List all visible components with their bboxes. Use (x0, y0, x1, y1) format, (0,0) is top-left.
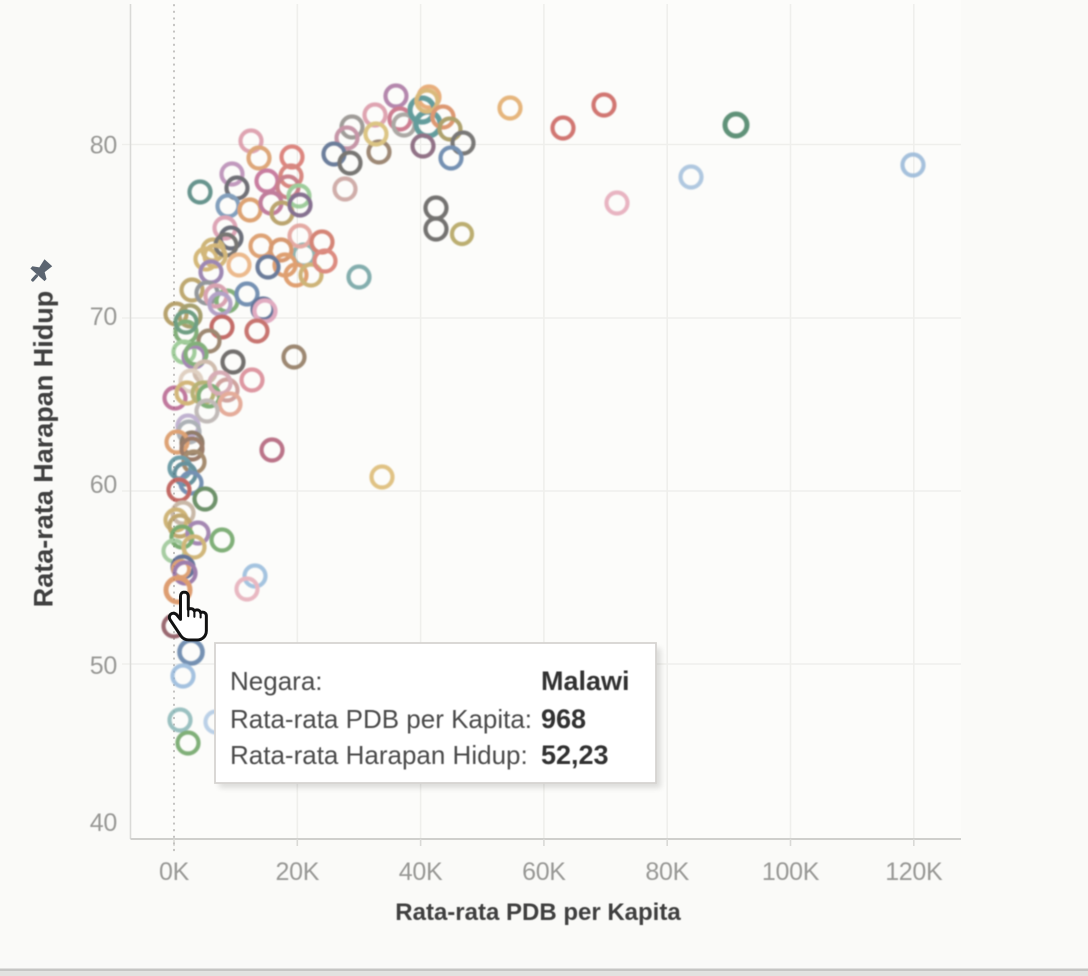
svg-text:40K: 40K (399, 858, 443, 886)
svg-text:80: 80 (90, 132, 117, 160)
svg-text:70: 70 (90, 303, 117, 331)
svg-text:Rata-rata PDB per Kapita: Rata-rata PDB per Kapita (395, 899, 681, 926)
svg-text:968: 968 (541, 704, 586, 734)
svg-text:20K: 20K (276, 858, 320, 886)
svg-text:120K: 120K (885, 858, 943, 886)
svg-text:Rata-rata PDB per Kapita:: Rata-rata PDB per Kapita: (230, 704, 532, 734)
svg-text:80K: 80K (645, 858, 689, 886)
svg-text:Malawi: Malawi (541, 666, 630, 696)
svg-text:Rata-rata Harapan Hidup: Rata-rata Harapan Hidup (29, 291, 59, 608)
svg-text:100K: 100K (762, 858, 820, 886)
svg-text:60K: 60K (522, 858, 566, 886)
svg-text:60: 60 (90, 471, 117, 499)
svg-text:Rata-rata Harapan Hidup:: Rata-rata Harapan Hidup: (230, 740, 528, 770)
svg-text:52,23: 52,23 (541, 740, 609, 770)
svg-text:40: 40 (90, 809, 117, 837)
svg-text:50: 50 (90, 652, 117, 680)
svg-text:0K: 0K (159, 858, 190, 886)
svg-text:Negara:: Negara: (230, 666, 323, 696)
